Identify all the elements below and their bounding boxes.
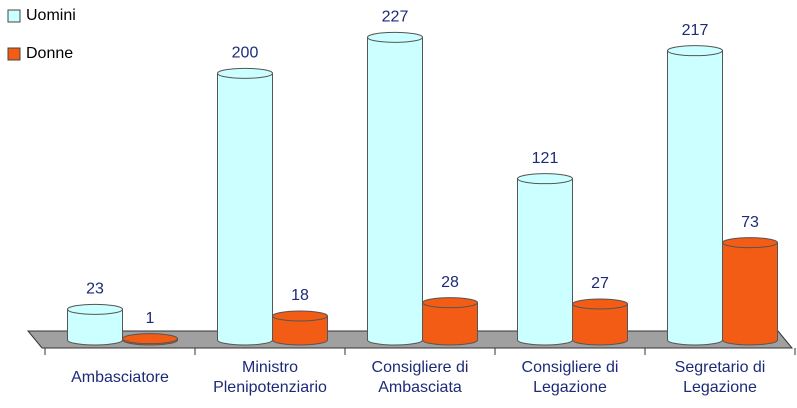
cylinder bbox=[122, 333, 178, 346]
x-tick-label: Ambasciatore bbox=[71, 369, 169, 386]
cylinder bbox=[722, 237, 778, 346]
bar-top bbox=[422, 297, 478, 309]
value-label: 200 bbox=[232, 45, 259, 62]
bar bbox=[367, 36, 423, 346]
bar-top bbox=[667, 45, 723, 57]
bar-top bbox=[272, 310, 328, 322]
bar bbox=[217, 72, 273, 346]
x-tick-label: Ministro Plenipotenziario bbox=[213, 359, 327, 396]
value-label: 227 bbox=[382, 9, 409, 26]
cylinder bbox=[422, 297, 478, 346]
legend-swatch bbox=[7, 9, 21, 23]
x-tick-label: Segretario di Legazione bbox=[675, 359, 766, 396]
value-label: 23 bbox=[86, 281, 104, 298]
bar bbox=[722, 242, 778, 346]
value-label: 1 bbox=[146, 310, 155, 327]
legend-label: Donne bbox=[26, 45, 73, 62]
bar-top bbox=[67, 303, 123, 315]
cylinder bbox=[67, 303, 123, 346]
bar bbox=[667, 50, 723, 346]
cylinder bbox=[517, 173, 573, 346]
value-label: 73 bbox=[741, 214, 759, 231]
cylinder bbox=[272, 310, 328, 346]
value-label: 27 bbox=[591, 275, 609, 292]
bar-top bbox=[572, 298, 628, 310]
value-label: 121 bbox=[532, 150, 559, 167]
bar-top bbox=[722, 237, 778, 249]
bar bbox=[572, 303, 628, 346]
bar-top bbox=[517, 173, 573, 185]
x-tick-label: Consigliere di Ambasciata bbox=[372, 359, 469, 396]
bar-top bbox=[122, 333, 178, 345]
x-tick-label: Consigliere di Legazione bbox=[522, 359, 619, 396]
bar bbox=[517, 178, 573, 346]
value-label: 217 bbox=[682, 22, 709, 39]
bar bbox=[272, 315, 328, 346]
cylinder bbox=[217, 67, 273, 346]
cylinder bbox=[367, 31, 423, 346]
legend-swatch bbox=[7, 47, 21, 61]
cylinder bbox=[572, 298, 628, 346]
bar-top bbox=[217, 67, 273, 79]
value-label: 28 bbox=[441, 274, 459, 291]
bar bbox=[67, 308, 123, 346]
bar-top bbox=[367, 31, 423, 43]
value-label: 18 bbox=[291, 287, 309, 304]
cylinder bbox=[667, 45, 723, 346]
bar bbox=[422, 302, 478, 346]
legend-label: Uomini bbox=[26, 7, 76, 24]
